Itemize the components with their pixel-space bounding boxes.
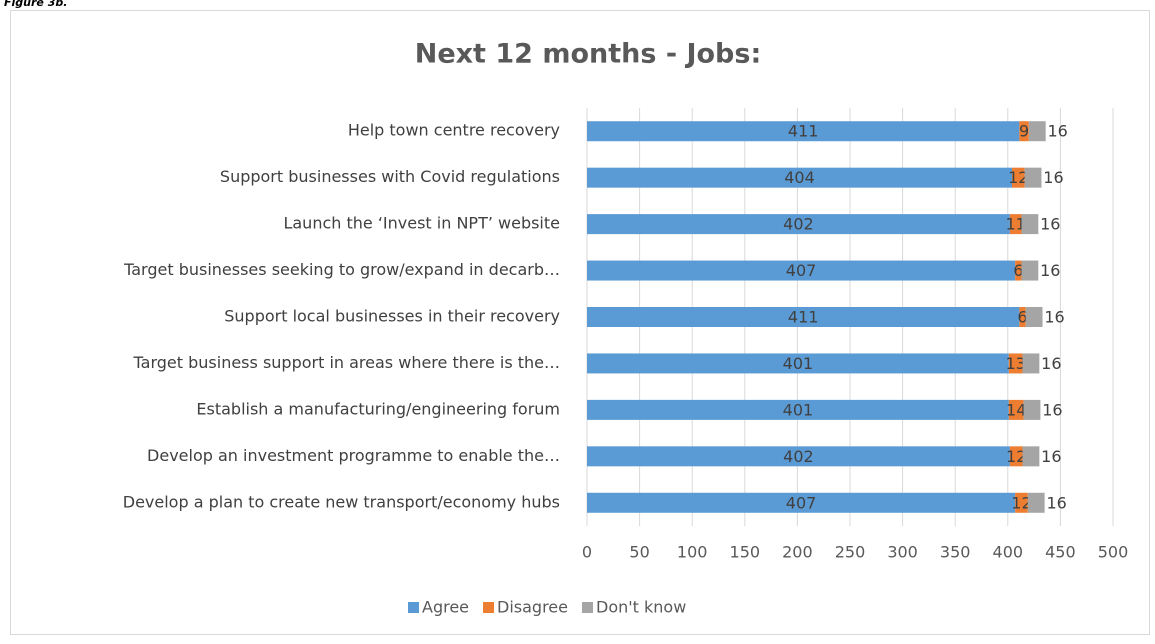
bar-segment [1019,121,1029,142]
x-tick-label: 250 [835,543,866,562]
data-label: 407 [786,493,817,512]
y-tick-label: Target businesses seeking to grow/expand… [123,260,560,279]
data-label: 16 [1047,122,1067,141]
data-label: 16 [1044,308,1064,327]
bar-segment [1012,167,1025,188]
bar-segment [1023,399,1041,420]
y-tick-label: Develop an investment programme to enabl… [147,446,560,465]
legend-label: Disagree [497,598,568,617]
y-tick-label: Establish a manufacturing/engineering fo… [196,399,560,418]
x-tick-label: 200 [782,543,813,562]
legend-swatch [483,602,495,613]
bar-segment [1027,492,1045,513]
bar-segment [1022,353,1040,374]
data-label: 404 [784,168,815,187]
data-label: 6 [1013,261,1023,280]
data-label: 16 [1040,261,1060,280]
bar-segment [1008,353,1023,374]
data-label: 12 [1008,168,1028,187]
x-tick-label: 100 [677,543,708,562]
data-label: 401 [783,400,814,419]
legend-label: Don't know [596,598,686,617]
bar-segment [1021,260,1039,281]
bar-segment [587,121,1020,142]
y-tick-label: Develop a plan to create new transport/e… [123,492,560,511]
bar-segment [1021,214,1039,235]
bar-segment [1009,446,1023,467]
data-label: 9 [1019,122,1029,141]
x-tick-label: 450 [1045,543,1076,562]
legend-swatch [582,602,593,613]
bar-segment [1028,121,1046,142]
bar-segment [1019,307,1026,327]
x-tick-label: 150 [730,543,761,562]
bar-segment [1024,167,1042,188]
x-tick-label: 0 [582,543,592,562]
y-tick-label: Support businesses with Covid regulation… [220,167,560,186]
bar-segment [587,446,1010,467]
bar-segment [587,260,1016,281]
data-label: 16 [1043,168,1063,187]
bar-segment [587,307,1020,327]
data-label: 14 [1006,400,1026,419]
chart-title: Next 12 months - Jobs: [415,39,762,70]
bar-segment [587,214,1010,235]
bar-segment [587,167,1013,188]
figure-caption: Figure 3b. [4,0,67,9]
bar-segment [1015,260,1022,281]
data-label: 411 [788,308,819,327]
data-label: 402 [783,447,814,466]
data-label: 16 [1046,493,1066,512]
data-label: 402 [783,215,814,234]
data-label: 16 [1042,400,1062,419]
bar-segment [1015,492,1028,513]
bar-segment [1008,399,1024,420]
x-tick-label: 300 [887,543,918,562]
data-label: 411 [788,122,819,141]
x-tick-label: 350 [940,543,971,562]
data-label: 6 [1017,308,1027,327]
bar-segment [1025,307,1043,327]
bar-segment [1022,446,1040,467]
x-tick-label: 400 [993,543,1024,562]
bar-segment [587,492,1016,513]
legend-swatch [408,602,419,613]
data-label: 12 [1011,493,1031,512]
bar-segment [1009,214,1022,235]
y-tick-label: Help town centre recovery [348,121,560,140]
data-label: 12 [1006,447,1026,466]
data-label: 16 [1041,354,1061,373]
y-tick-label: Target business support in areas where t… [133,353,560,372]
data-label: 11 [1006,215,1026,234]
data-label: 407 [786,261,817,280]
data-label: 401 [783,354,814,373]
y-tick-label: Launch the ‘Invest in NPT’ website [283,214,560,233]
x-tick-label: 50 [629,543,649,562]
bar-segment [587,399,1009,420]
data-label: 16 [1040,215,1060,234]
bar-segment [587,353,1009,374]
data-label: 13 [1006,354,1026,373]
legend-label: Agree [422,598,469,617]
y-tick-label: Support local businesses in their recove… [224,307,560,326]
data-label: 16 [1041,447,1061,466]
x-tick-label: 500 [1098,543,1129,562]
